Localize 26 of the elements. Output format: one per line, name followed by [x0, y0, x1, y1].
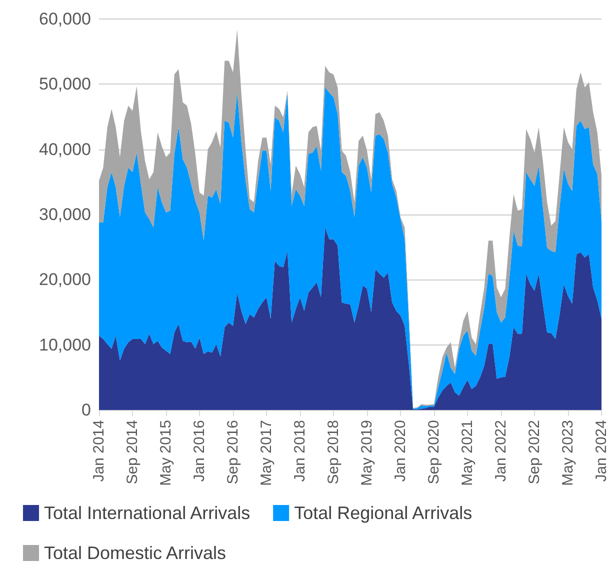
y-tick-label: 10,000 [39, 335, 91, 354]
x-tick-label: Sep 2022 [526, 420, 543, 484]
x-tick-label: Jan 2016 [191, 420, 208, 482]
x-tick-label: Jan 2018 [292, 420, 308, 482]
x-tick-label: Sep 2016 [224, 420, 242, 484]
x-tick-label: May 2017 [258, 420, 275, 486]
x-tick-label: Sep 2020 [426, 420, 442, 484]
y-tick-label: 40,000 [39, 140, 91, 159]
x-tick-label: May 2019 [358, 420, 376, 486]
y-tick-label: 60,000 [39, 10, 91, 28]
x-tick-label: Jan 2014 [90, 420, 108, 482]
y-tick-label: 50,000 [39, 74, 91, 94]
x-tick-label: Sep 2018 [325, 420, 342, 484]
x-tick-label: Jan 2020 [392, 420, 409, 482]
x-tick-label: Jan 2024 [593, 420, 609, 482]
x-tick-label: Sep 2014 [124, 420, 141, 484]
x-tick-label: May 2023 [560, 420, 576, 486]
y-tick-label: 20,000 [39, 270, 91, 290]
x-tick-label: May 2021 [459, 420, 476, 486]
legend-label: Total Domestic Arrivals [44, 543, 226, 563]
y-tick-label: 0 [82, 400, 91, 420]
x-tick-label: Jan 2022 [492, 420, 510, 482]
y-tick-label: 30,000 [39, 205, 91, 224]
legend-label: Total Regional Arrivals [294, 503, 472, 523]
x-tick-label: May 2015 [158, 420, 174, 486]
legend-label: Total International Arrivals [44, 503, 250, 523]
